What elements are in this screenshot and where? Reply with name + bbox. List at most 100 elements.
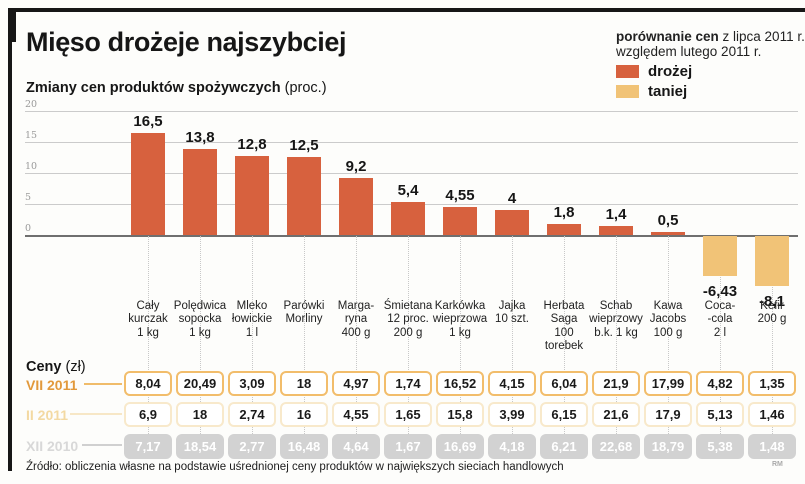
- chart-column: 1,8 Herbata Saga 100 torebek 6,04 6,15 6,21: [538, 0, 590, 484]
- gridline-y-20: [25, 111, 798, 112]
- category-label: Schab wieprzowy b.k. 1 kg: [589, 300, 643, 339]
- legend-label-taniej: taniej: [648, 83, 688, 100]
- price-cell-row-1: 5,13: [696, 402, 744, 427]
- bar-value-label: 1,8: [553, 204, 575, 221]
- category-label: Cały kurczak 1 kg: [128, 300, 168, 339]
- bar-positive: [339, 178, 373, 235]
- column-guide-dotted-line: [512, 236, 513, 456]
- frame-left-rule: [8, 8, 12, 471]
- bar-positive: [183, 149, 217, 235]
- chart-column: -6,43 Coca- -cola 2 l 4,82 5,13 5,38: [694, 0, 746, 484]
- price-cell-row-2: 18,79: [644, 434, 692, 459]
- chart-column: 9,2 Marga- ryna 400 g 4,97 4,55 4,64: [330, 0, 382, 484]
- row-connector-line-xii-2010: [82, 444, 122, 446]
- bar-value-label: 0,5: [657, 212, 679, 229]
- bar-positive: [547, 224, 581, 235]
- chart-column: 5,4 Śmietana 12 proc. 200 g 1,74 1,65 1,67: [382, 0, 434, 484]
- bar-positive: [391, 202, 425, 235]
- column-guide-dotted-line: [772, 236, 773, 456]
- legend-item-taniej: taniej: [616, 83, 692, 100]
- price-cell-row-2: 22,68: [592, 434, 640, 459]
- source-note: Źródło: obliczenia własne na podstawie u…: [26, 461, 564, 473]
- credit-mark: RM: [772, 461, 783, 468]
- bar-value-label: 12,5: [289, 137, 319, 154]
- price-cell-row-2: 7,17: [124, 434, 172, 459]
- category-label: Śmietana 12 proc. 200 g: [383, 300, 433, 339]
- price-cell-row-0: 17,99: [644, 371, 692, 396]
- price-cell-row-2: 4,18: [488, 434, 536, 459]
- chart-column: 12,8 Mleko łowickie 1 l 3,09 2,74 2,77: [226, 0, 278, 484]
- y-axis-tick-5: 5: [25, 192, 32, 203]
- gridline-y-10: [25, 173, 798, 174]
- column-guide-dotted-line: [564, 236, 565, 456]
- bar-value-label: 12,8: [237, 136, 267, 153]
- chart-column: 0,5 Kawa Jacobs 100 g 17,99 17,9 18,79: [642, 0, 694, 484]
- table-title-bold: Ceny: [26, 359, 62, 375]
- table-title: Ceny (zł): [26, 359, 86, 375]
- bar-value-label: 5,4: [397, 182, 419, 199]
- bar-positive: [131, 133, 165, 235]
- legend: drożej taniej: [616, 63, 692, 104]
- price-cell-row-1: 4,55: [332, 402, 380, 427]
- bar-value-label: 13,8: [185, 129, 215, 146]
- category-label: Polędwica sopocka 1 kg: [173, 300, 227, 339]
- comparison-rest-text: z lipca 2011 r.: [718, 29, 805, 44]
- column-guide-dotted-line: [252, 236, 253, 456]
- price-cell-row-0: 16,52: [436, 371, 484, 396]
- price-cell-row-2: 2,77: [228, 434, 276, 459]
- row-label-ii-2011: II 2011: [26, 407, 69, 423]
- table-title-unit: (zł): [61, 359, 86, 375]
- bar-value-label: 1,4: [605, 206, 627, 223]
- price-cell-row-1: 6,9: [124, 402, 172, 427]
- row-connector-line-ii-2011: [70, 413, 122, 415]
- chart-column: 12,5 Parówki Morliny 18 16 16,48: [278, 0, 330, 484]
- price-cell-row-1: 18: [176, 402, 224, 427]
- price-cell-row-1: 15,8: [436, 402, 484, 427]
- chart-column: 4 Jajka 10 szt. 4,15 3,99 4,18: [486, 0, 538, 484]
- frame-top-rule: [8, 8, 805, 12]
- bar-positive: [287, 157, 321, 235]
- column-guide-dotted-line: [304, 236, 305, 456]
- column-guide-dotted-line: [720, 236, 721, 456]
- bar-positive: [599, 226, 633, 235]
- category-label: Mleko łowickie 1 l: [231, 300, 273, 339]
- price-cell-row-0: 20,49: [176, 371, 224, 396]
- y-axis-tick-20: 20: [25, 99, 38, 110]
- comparison-note: porównanie cen z lipca 2011 r. względem …: [616, 29, 805, 59]
- bar-positive: [495, 210, 529, 235]
- bar-value-label: 4,55: [445, 187, 475, 204]
- price-cell-row-1: 17,9: [644, 402, 692, 427]
- bar-value-label: -8,1: [759, 293, 785, 310]
- legend-swatch-taniej: [616, 85, 639, 98]
- column-guide-dotted-line: [200, 236, 201, 456]
- legend-item-drozej: drożej: [616, 63, 692, 80]
- price-cell-row-1: 1,46: [748, 402, 796, 427]
- y-axis-tick-10: 10: [25, 161, 38, 172]
- chart-title: Zmiany cen produktów spożywczych (proc.): [26, 80, 327, 96]
- price-cell-row-2: 6,21: [540, 434, 588, 459]
- column-guide-dotted-line: [356, 236, 357, 456]
- category-label: Coca- -cola 2 l: [704, 300, 736, 339]
- chart-title-bold: Zmiany cen produktów spożywczych: [26, 80, 281, 96]
- bar-value-label: 16,5: [133, 113, 163, 130]
- bar-value-label: -6,43: [702, 283, 738, 300]
- comparison-bold-text: porównanie cen: [616, 29, 719, 44]
- chart-column: 16,5 Cały kurczak 1 kg 8,04 6,9 7,17: [122, 0, 174, 484]
- column-guide-dotted-line: [460, 236, 461, 456]
- y-axis-tick-0: 0: [25, 223, 32, 234]
- price-cell-row-0: 6,04: [540, 371, 588, 396]
- price-cell-row-2: 16,69: [436, 434, 484, 459]
- price-cell-row-0: 21,9: [592, 371, 640, 396]
- price-cell-row-1: 6,15: [540, 402, 588, 427]
- price-cell-row-1: 2,74: [228, 402, 276, 427]
- price-cell-row-1: 21,6: [592, 402, 640, 427]
- category-label: Marga- ryna 400 g: [337, 300, 375, 339]
- bar-positive: [443, 207, 477, 235]
- price-cell-row-2: 4,64: [332, 434, 380, 459]
- chart-title-unit: (proc.): [280, 80, 327, 96]
- y-axis-tick-15: 15: [25, 130, 38, 141]
- column-guide-dotted-line: [668, 236, 669, 456]
- price-cell-row-1: 3,99: [488, 402, 536, 427]
- bar-value-label: 9,2: [345, 158, 367, 175]
- category-label: Parówki Morliny: [283, 300, 325, 326]
